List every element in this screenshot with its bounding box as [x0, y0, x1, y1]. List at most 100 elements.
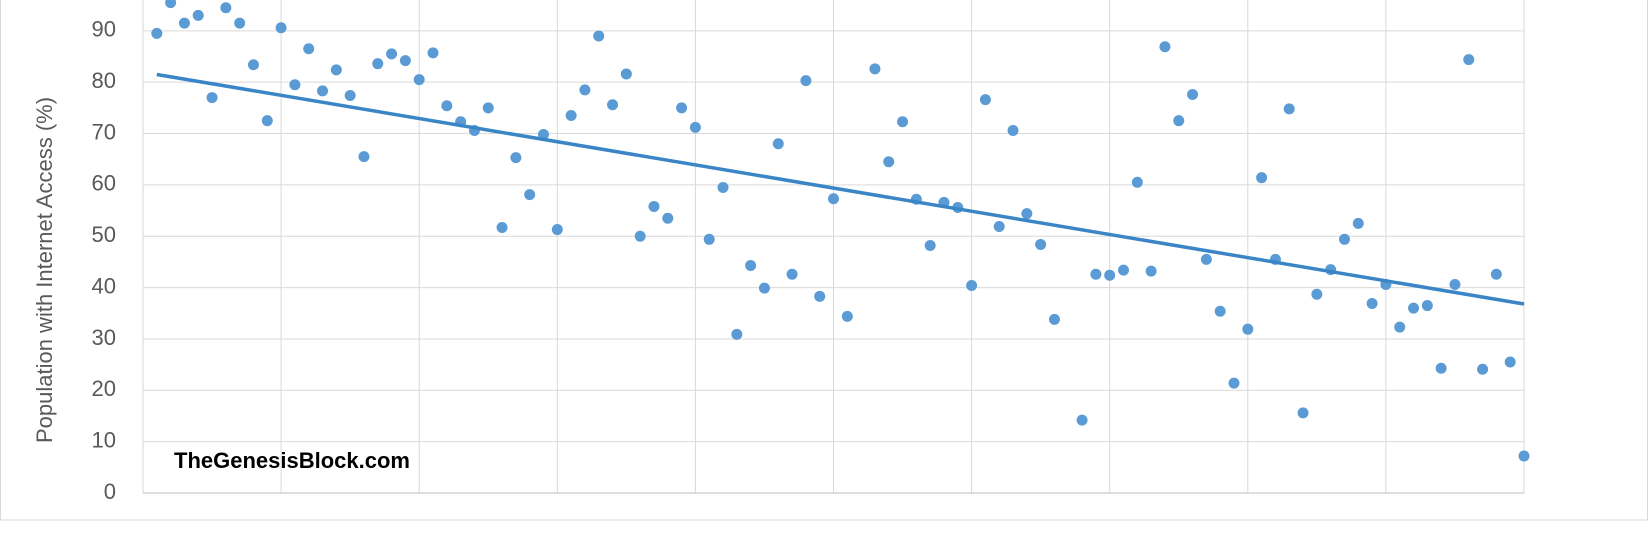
data-point [399, 55, 411, 67]
data-point [496, 221, 508, 233]
data-point [482, 102, 494, 114]
data-point [1228, 377, 1240, 389]
data-point [1159, 41, 1171, 53]
data-point [607, 99, 619, 111]
data-point [524, 189, 536, 201]
data-point [869, 63, 881, 75]
data-point [206, 92, 218, 104]
data-point [413, 74, 425, 86]
data-point [772, 138, 784, 150]
data-point [1449, 279, 1461, 291]
data-point [731, 328, 743, 340]
data-point [234, 17, 246, 29]
data-point [192, 9, 204, 21]
data-point [1421, 300, 1433, 312]
data-point [441, 100, 453, 112]
data-point [386, 48, 398, 60]
data-point [358, 151, 370, 163]
data-point [1256, 172, 1268, 184]
data-point [1090, 268, 1102, 280]
y-tick-label: 0 [104, 479, 116, 504]
data-point [1214, 305, 1226, 317]
y-tick-label: 20 [92, 376, 116, 401]
data-point [745, 260, 757, 272]
data-point [220, 2, 232, 14]
data-point [703, 233, 715, 245]
data-point [1297, 407, 1309, 419]
data-point [427, 47, 439, 59]
data-point [510, 152, 522, 164]
trendline [156, 72, 1525, 306]
data-point [828, 193, 839, 205]
y-tick-label: 60 [92, 171, 116, 196]
data-point [247, 59, 259, 71]
data-point [1394, 321, 1406, 333]
y-tick-label: 90 [92, 17, 116, 42]
data-point [883, 156, 895, 168]
data-point [1145, 265, 1157, 277]
data-point [689, 121, 701, 133]
data-point [1408, 302, 1420, 314]
data-point [897, 116, 909, 128]
data-point [1518, 450, 1530, 462]
data-point [800, 75, 812, 87]
data-point [579, 84, 591, 96]
data-point [1338, 233, 1350, 245]
data-point [565, 110, 577, 122]
data-point [551, 224, 563, 236]
data-point [662, 212, 674, 224]
data-point [924, 239, 936, 251]
data-point [1463, 54, 1475, 66]
data-point [1504, 356, 1516, 368]
data-point [178, 17, 190, 29]
data-point [1021, 208, 1033, 220]
data-point [1311, 288, 1323, 300]
data-point [289, 79, 301, 91]
data-point [1007, 124, 1019, 136]
data-point [165, 0, 177, 9]
data-point [1352, 217, 1364, 229]
y-tick-label: 50 [92, 222, 116, 247]
data-point [676, 102, 688, 114]
data-point [1490, 268, 1502, 280]
data-point [317, 85, 329, 97]
data-point [593, 30, 605, 42]
data-point [1131, 176, 1143, 188]
data-point [1242, 323, 1254, 335]
data-point [758, 282, 770, 294]
y-tick-label: 10 [92, 427, 116, 452]
y-tick-label: 70 [92, 119, 116, 144]
data-point [648, 200, 660, 212]
data-point [634, 230, 646, 242]
data-point [151, 27, 163, 39]
data-point [1283, 103, 1295, 115]
data-point [1477, 363, 1489, 375]
data-point [1187, 88, 1199, 100]
data-point [966, 280, 978, 292]
data-point [261, 115, 273, 127]
data-point [344, 90, 356, 102]
data-point [275, 22, 287, 34]
data-point [1366, 298, 1378, 310]
data-point [372, 58, 384, 70]
data-point [1104, 269, 1116, 281]
data-point [1076, 414, 1088, 426]
y-axis-label: Population with Internet Access (%) [32, 97, 57, 443]
data-point [1200, 253, 1212, 265]
data-point [1435, 362, 1447, 374]
data-point [303, 43, 315, 55]
y-tick-label: 80 [92, 68, 116, 93]
data-point [1048, 313, 1060, 325]
data-point [330, 64, 342, 76]
data-point [786, 268, 798, 280]
data-point [1035, 238, 1047, 250]
data-point [979, 94, 991, 106]
data-point [993, 220, 1005, 232]
data-point [1118, 264, 1130, 276]
y-tick-label: 40 [92, 273, 116, 298]
data-point [841, 310, 853, 322]
data-point [1173, 115, 1185, 127]
watermark: TheGenesisBlock.com [174, 448, 410, 473]
y-tick-label: 30 [92, 325, 116, 350]
